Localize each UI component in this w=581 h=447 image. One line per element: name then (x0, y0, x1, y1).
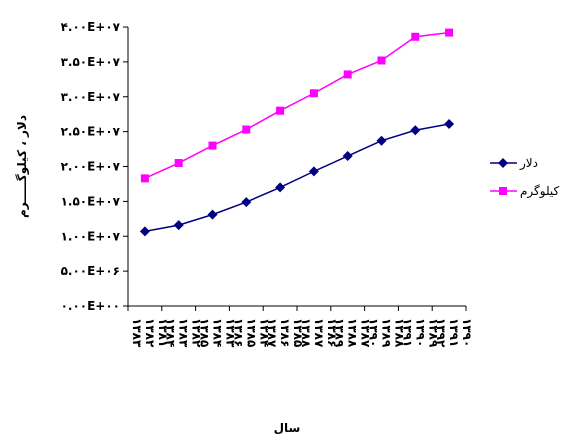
legend: دلار کیلوگرم (490, 156, 560, 199)
kilogram-data-point (445, 28, 454, 37)
x-tick-label: ۱۳۸۱۱۳۸۲۱۳۸۳ (130, 318, 170, 348)
legend-marker (499, 187, 507, 195)
y-ticks: ۰.۰۰E+۰۰ ۵.۰۰E+۰۶ ۱.۰۰E+۰۷ ۱.۵۰E+۰۷ ۲.۰۰E+۰۷… (61, 20, 128, 313)
dollar-data-point (139, 226, 150, 237)
y-tick-label: ۱.۰۰E+۰۷ (61, 229, 121, 243)
dollar-data-point (275, 182, 286, 193)
y-tick-label: ۲.۰۰E+۰۷ (61, 160, 121, 174)
y-tick-label: ۳.۰۰E+۰۷ (61, 90, 121, 104)
x-axis-title: سال (274, 421, 301, 435)
series-line (144, 123, 450, 233)
dollar-data-point (207, 209, 218, 220)
legend-label: دلار (519, 156, 538, 171)
kilogram-data-point (242, 125, 251, 134)
dollar-data-point (241, 197, 252, 208)
y-axis-title: دلار ، کیلوگـــــرم (15, 115, 30, 218)
dollar-data-point (410, 125, 421, 136)
x-tick-label: ۱۳۸۲۱۳۸۳۱۳۸۴ (164, 318, 204, 348)
kilogram-data-point (343, 70, 352, 79)
legend-marker (498, 158, 508, 168)
x-tick-label: ۱۳۸۴۱۳۸۵۱۳۸۶ (231, 318, 271, 347)
x-ticks: ۱۳۸۱۱۳۸۲۱۳۸۳ ۱۳۸۲۱۳۸۳۱۳۸۴ ۱۳۸۳۱۳۸۴۱۳۸۵ ۱۳۸۴… (127, 306, 474, 348)
kilogram-data-point (309, 89, 318, 98)
x-tick-label: ۱۳۸۹۱۳۹۰۱۳۹۱ (400, 318, 440, 348)
dollar-data-point (376, 135, 387, 146)
x-tick-label: ۱۳۸۶۱۳۸۷۱۳۸۸ (299, 318, 339, 348)
series-line (144, 31, 450, 180)
kilogram-data-point (411, 32, 420, 41)
kilogram-data-point (140, 174, 149, 183)
y-tick-label: ۲.۵۰E+۰۷ (61, 125, 121, 139)
series-layer (139, 28, 455, 237)
dollar-data-point (308, 166, 319, 177)
dollar-data-point (444, 118, 455, 129)
x-tick-label: ۱۳۹۰۱۳۹۱۱۳۹۲ (434, 318, 474, 348)
dollar-data-point (342, 151, 353, 162)
x-tick-label: ۱۳۸۸۱۳۸۹۱۳۹۰ (367, 318, 407, 348)
kilogram-data-point (208, 141, 217, 150)
x-tick-label: ۱۳۸۵۱۳۸۶۱۳۸۷ (265, 318, 305, 348)
legend-label: کیلوگرم (520, 184, 560, 199)
kilogram-data-point (174, 159, 183, 168)
y-tick-label: ۰.۰۰E+۰۰ (61, 299, 120, 313)
kilogram-data-point (276, 106, 285, 115)
x-tick-label: ۱۳۸۳۱۳۸۴۱۳۸۵ (198, 318, 238, 348)
x-tick-label: ۱۳۸۷۱۳۸۸۱۳۸۹ (333, 318, 373, 348)
y-tick-label: ۱.۵۰E+۰۷ (61, 194, 121, 208)
kilogram-data-point (377, 56, 386, 65)
y-tick-label: ۴.۰۰E+۰۷ (61, 20, 121, 34)
y-tick-label: ۵.۰۰E+۰۶ (61, 264, 120, 278)
dollar-data-point (173, 220, 184, 231)
y-tick-label: ۳.۵۰E+۰۷ (61, 55, 121, 69)
